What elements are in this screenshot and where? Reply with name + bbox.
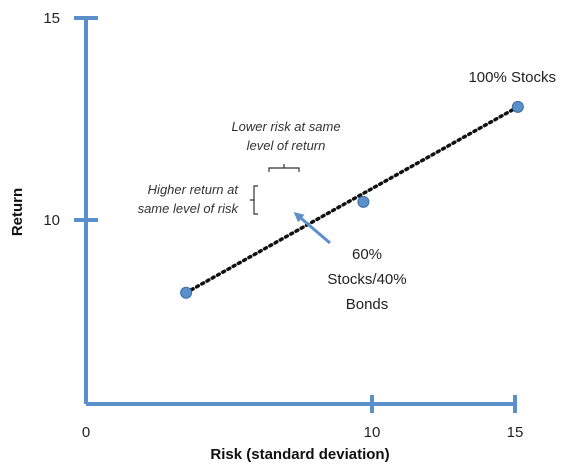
data-point-100-stocks bbox=[511, 100, 524, 113]
arrow-to-60-40 bbox=[293, 212, 331, 245]
y-tick-label: 15 bbox=[43, 10, 60, 27]
brace-horizontal bbox=[268, 164, 300, 172]
x-tick-label: 10 bbox=[364, 424, 381, 441]
y-tick-label: 10 bbox=[43, 212, 60, 229]
label-100-stocks: 100% Stocks bbox=[468, 69, 556, 86]
label-60-40-line3: Bonds bbox=[346, 296, 389, 313]
axis-ticks: 0 10 15 10 15 bbox=[43, 10, 523, 441]
label-60-40-line1: 60% bbox=[352, 246, 382, 263]
y-axis-title: Return bbox=[9, 188, 26, 236]
x-tick-label: 0 bbox=[82, 424, 90, 441]
annotation-higher-return-line1: Higher return at bbox=[148, 182, 240, 197]
annotation-lower-risk-line1: Lower risk at same bbox=[231, 119, 340, 134]
x-axis-title: Risk (standard deviation) bbox=[210, 446, 389, 463]
efficient-line bbox=[184, 105, 520, 295]
label-60-40-line2: Stocks/40% bbox=[327, 271, 406, 288]
annotation-lower-risk-line2: level of return bbox=[247, 138, 326, 153]
x-tick-label: 15 bbox=[507, 424, 524, 441]
annotation-higher-return-line2: same level of risk bbox=[138, 201, 240, 216]
data-point-60-40 bbox=[357, 195, 370, 208]
brace-vertical bbox=[250, 185, 258, 215]
data-point-low bbox=[180, 286, 193, 299]
